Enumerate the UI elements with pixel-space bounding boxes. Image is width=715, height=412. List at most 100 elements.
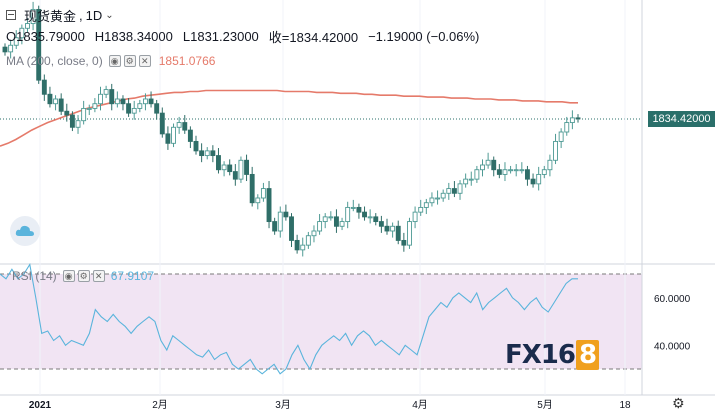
candle <box>210 150 216 157</box>
eye-icon[interactable]: ◉ <box>62 270 75 282</box>
candle <box>69 114 75 128</box>
candle <box>19 27 25 39</box>
candle <box>496 169 502 175</box>
candle <box>429 197 435 204</box>
x-axis-label: 18 <box>619 400 631 410</box>
chevron-down-icon[interactable]: ⌄ <box>105 9 114 21</box>
high-value: H1838.34000 <box>94 28 173 44</box>
candle <box>25 23 30 29</box>
candle <box>176 122 182 128</box>
candle <box>142 98 148 105</box>
candle <box>468 178 474 181</box>
candle <box>283 211 289 218</box>
rsi-label: RSI (14) <box>12 269 57 283</box>
candle <box>328 216 334 219</box>
candle <box>171 126 176 144</box>
candle <box>277 211 283 232</box>
candle <box>575 117 581 120</box>
candle <box>362 211 367 218</box>
candle <box>378 221 384 227</box>
candle <box>536 173 542 185</box>
candle <box>58 98 64 112</box>
candle <box>412 211 418 223</box>
candle <box>524 169 530 180</box>
low-value: L1831.23000 <box>182 28 259 44</box>
candle <box>41 79 47 95</box>
cloud-icon[interactable] <box>10 216 40 246</box>
minus-square-icon[interactable] <box>6 10 16 20</box>
ma-legend: MA (200, close, 0) ◉ ⚙ ✕ 1851.0766 <box>6 52 215 70</box>
candle <box>137 103 143 109</box>
candle <box>305 235 311 246</box>
ma-200-line <box>0 89 578 147</box>
close-icon[interactable]: ✕ <box>138 55 151 67</box>
candle <box>435 197 441 200</box>
candle <box>260 188 266 199</box>
candle <box>407 221 412 246</box>
x-axis-label: 4月 <box>412 399 428 410</box>
candle <box>519 169 525 172</box>
fx168-logo: FX16 8 <box>505 340 600 370</box>
candle <box>463 178 469 185</box>
candle <box>423 202 429 208</box>
candle <box>103 89 109 95</box>
candle <box>47 93 53 105</box>
candle <box>553 140 558 161</box>
candle <box>165 133 171 144</box>
candle <box>266 188 272 223</box>
candle <box>502 169 508 175</box>
candle <box>485 159 491 166</box>
candle <box>238 159 244 180</box>
rsi-legend: RSI (14) ◉ ⚙ ✕ 67.9107 <box>12 269 154 283</box>
candle <box>418 206 424 213</box>
candle <box>64 110 70 116</box>
x-axis-label: 2月 <box>152 399 168 410</box>
candle <box>367 216 373 219</box>
candle <box>131 107 137 114</box>
rsi-value: 67.9107 <box>110 269 155 283</box>
symbol-name[interactable]: 现货黄金 <box>24 8 77 24</box>
candle <box>126 103 132 114</box>
candle <box>109 89 115 105</box>
candle <box>350 206 356 209</box>
candle <box>401 239 407 246</box>
candle <box>513 169 519 172</box>
candle <box>232 171 238 180</box>
candle <box>249 173 255 204</box>
symbol-row: 现货黄金 , 1D ⌄ <box>6 6 114 24</box>
candle <box>446 188 452 194</box>
candle <box>541 169 547 175</box>
settings-icon[interactable]: ⚙ <box>77 270 90 282</box>
candle <box>75 120 81 128</box>
interval-label[interactable]: 1D <box>85 7 103 23</box>
candle <box>451 188 457 194</box>
candle <box>345 206 351 223</box>
candle <box>2 46 8 53</box>
gear-icon[interactable]: ⚙ <box>672 395 685 411</box>
candle <box>322 216 328 223</box>
candle <box>457 183 463 194</box>
candle <box>491 159 497 171</box>
candle <box>30 8 36 25</box>
candle <box>221 164 227 171</box>
candle <box>289 216 294 241</box>
candle <box>390 225 396 232</box>
settings-icon[interactable]: ⚙ <box>123 55 136 67</box>
candle <box>311 230 317 237</box>
candle <box>204 150 210 157</box>
candle <box>92 103 98 109</box>
candle <box>300 244 306 251</box>
rsi-axis-label: 40.0000 <box>654 341 691 352</box>
candle <box>159 112 165 135</box>
candle <box>98 93 103 105</box>
eye-icon[interactable]: ◉ <box>108 55 121 67</box>
close-icon[interactable]: ✕ <box>92 270 105 282</box>
candle <box>474 169 480 180</box>
candle <box>244 159 250 175</box>
candle <box>255 197 261 204</box>
rsi-axis-label: 60.0000 <box>654 294 691 305</box>
candle <box>81 107 87 122</box>
candle <box>564 122 570 133</box>
candle <box>339 221 345 227</box>
